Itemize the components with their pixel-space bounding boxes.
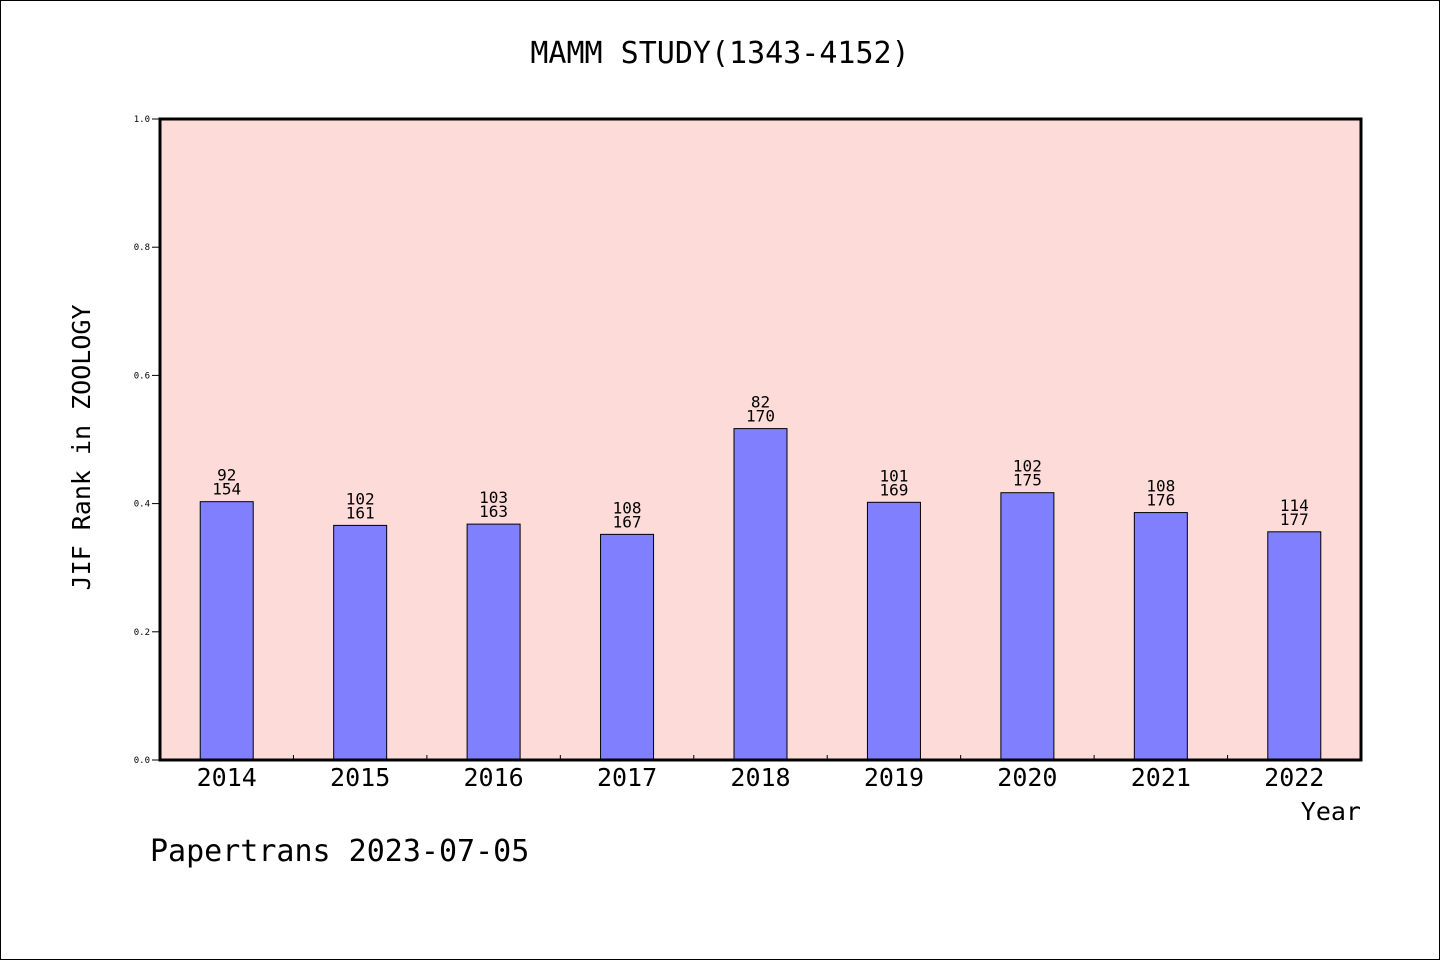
bar xyxy=(1000,492,1055,761)
bar-rank-label: 108 xyxy=(613,498,642,517)
bar-rank-label: 102 xyxy=(1013,457,1042,476)
bar-rank-label: 114 xyxy=(1280,496,1309,515)
bar-total-label: 177 xyxy=(1280,510,1309,529)
y-tick-label: 0.4 xyxy=(134,500,150,510)
chart-title: MAMM STUDY(1343-4152) xyxy=(530,36,910,71)
bar-total-label: 169 xyxy=(879,480,908,499)
bar xyxy=(199,501,254,761)
bar xyxy=(600,533,655,761)
bar-total-label: 161 xyxy=(346,503,375,522)
plot-border xyxy=(158,117,1363,762)
y-axis-label: JIF Rank in ZOOLOGY xyxy=(67,305,96,591)
bar-total-label: 175 xyxy=(1013,471,1042,490)
x-tick-label: 2014 xyxy=(197,763,257,792)
x-axis-label: Year xyxy=(1301,797,1361,826)
bar-total-label: 154 xyxy=(212,480,241,499)
y-tick-label: 0.2 xyxy=(134,628,150,638)
x-tick-label: 2021 xyxy=(1131,763,1191,792)
watermark: Papertrans 2023-07-05 xyxy=(150,834,530,869)
bar xyxy=(1267,531,1322,761)
x-tick-label: 2016 xyxy=(464,763,524,792)
y-tick-label: 0.0 xyxy=(134,756,150,766)
bar-rank-label: 101 xyxy=(879,466,908,485)
y-tick-label: 0.8 xyxy=(134,243,150,253)
bar xyxy=(1133,512,1188,761)
bar-rank-label: 92 xyxy=(217,466,236,485)
x-tick-label: 2022 xyxy=(1264,763,1324,792)
x-tick-label: 2019 xyxy=(864,763,924,792)
x-tick-label: 2020 xyxy=(997,763,1057,792)
x-tick-label: 2015 xyxy=(330,763,390,792)
bar-rank-label: 82 xyxy=(751,393,770,412)
bar-rank-label: 108 xyxy=(1146,477,1175,496)
bar-rank-label: 102 xyxy=(346,489,375,508)
y-tick-label: 1.0 xyxy=(134,115,150,125)
bar xyxy=(333,524,388,761)
bar xyxy=(866,501,921,761)
bar-total-label: 167 xyxy=(613,512,642,531)
bar-total-label: 176 xyxy=(1146,491,1175,510)
bar-rank-label: 103 xyxy=(479,488,508,507)
x-tick-label: 2017 xyxy=(597,763,657,792)
bar xyxy=(466,523,521,761)
bar xyxy=(733,428,788,761)
bar-total-label: 170 xyxy=(746,407,775,426)
bar-total-label: 163 xyxy=(479,502,508,521)
y-tick-label: 0.6 xyxy=(134,371,150,381)
x-tick-label: 2018 xyxy=(730,763,790,792)
